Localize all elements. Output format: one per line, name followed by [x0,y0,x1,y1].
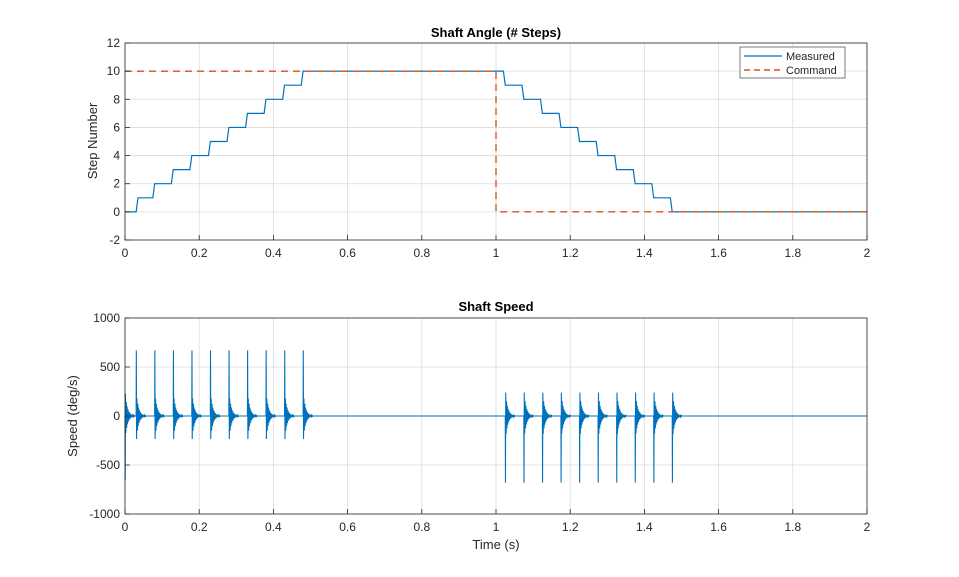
speed-x-tick-label: 1.2 [562,520,579,534]
speed-x-tick-label: 0.8 [413,520,430,534]
speed-speed-spike [135,350,147,439]
speed-speed-spike [302,350,314,439]
speed-speed-spike [172,350,184,439]
angle-y-tick-label: 0 [113,205,120,219]
angle-y-tick-label: 8 [113,92,120,106]
speed-x-tick-label: 0.6 [339,520,356,534]
speed-speed-spike [634,392,646,483]
speed-x-tick-label: 0 [122,520,129,534]
angle-x-tick-label: 0.4 [265,246,282,260]
speed-speed-spike [560,392,572,483]
speed-speed-spike [246,350,258,439]
speed-ticks: 0 0.2 0.4 0.6 0.8 1 1.2 1.4 1.6 1.8 2 -1000 -500 0 500… [89,311,870,534]
speed-y-tick-label: 0 [113,409,120,423]
speed-speed-spike [283,350,295,439]
speed-x-tick-label: 1.4 [636,520,653,534]
speed-series [124,350,867,483]
angle-series [125,70,867,213]
speed-x-tick-label: 1 [493,520,500,534]
speed-speed-spike [523,392,535,483]
speed-x-tick-label: 1.6 [710,520,727,534]
angle-x-tick-label: 0.2 [191,246,208,260]
legend-measured-label: Measured [786,51,835,63]
angle-y-tick-label: -2 [109,233,120,247]
speed-speed-spike [504,392,516,483]
angle-y-axis-label: Step Number [85,102,100,179]
angle-x-tick-label: 2 [864,246,871,260]
speed-x-tick-label: 1.8 [784,520,801,534]
speed-speed-spike [154,350,165,439]
speed-x-tick-label: 0.2 [191,520,208,534]
angle-series-command-line [125,70,867,213]
speed-y-tick-label: -500 [96,458,120,472]
speed-speed-spike [209,350,221,439]
angle-x-tick-label: 1.8 [784,246,801,260]
speed-axes: 0 0.2 0.4 0.6 0.8 1 1.2 1.4 1.6 1.8 2 -1000 -500 0 500… [65,299,871,552]
angle-series-measured-line [125,70,867,213]
angle-y-tick-label: 2 [113,177,120,191]
speed-y-tick-label: -1000 [89,507,120,521]
angle-x-tick-label: 1 [493,246,500,260]
angle-x-tick-label: 1.6 [710,246,727,260]
angle-x-tick-label: 1.4 [636,246,653,260]
angle-y-tick-label: 6 [113,120,120,134]
speed-chart-title: Shaft Speed [458,299,533,314]
speed-y-axis-label: Speed (deg/s) [65,375,80,457]
speed-speed-spike [597,392,609,483]
speed-y-tick-label: 1000 [93,311,120,325]
speed-speed-spike [578,392,590,483]
speed-speed-spike [653,392,664,483]
speed-x-tick-label: 2 [864,520,871,534]
speed-speed-spike [265,350,277,439]
angle-x-tick-label: 1.2 [562,246,579,260]
speed-y-tick-label: 500 [100,360,120,374]
angle-legend: Measured Command [739,46,846,79]
angle-x-tick-label: 0 [122,246,129,260]
angle-x-tick-label: 0.6 [339,246,356,260]
speed-speed-spike [541,392,553,483]
speed-speed-spike [671,392,683,483]
speed-x-axis-label: Time (s) [472,537,519,552]
angle-x-tick-label: 0.8 [413,246,430,260]
legend-box [739,46,846,79]
angle-y-tick-label: 12 [107,36,121,50]
speed-speed-spike [191,350,202,439]
angle-y-tick-label: 10 [107,64,121,78]
angle-y-tick-label: 4 [113,149,120,163]
legend-command-label: Command [786,65,837,77]
angle-chart-title: Shaft Angle (# Steps) [431,25,561,40]
speed-x-tick-label: 0.4 [265,520,282,534]
speed-speed-spike [228,350,240,439]
speed-speed-spike [616,392,627,483]
